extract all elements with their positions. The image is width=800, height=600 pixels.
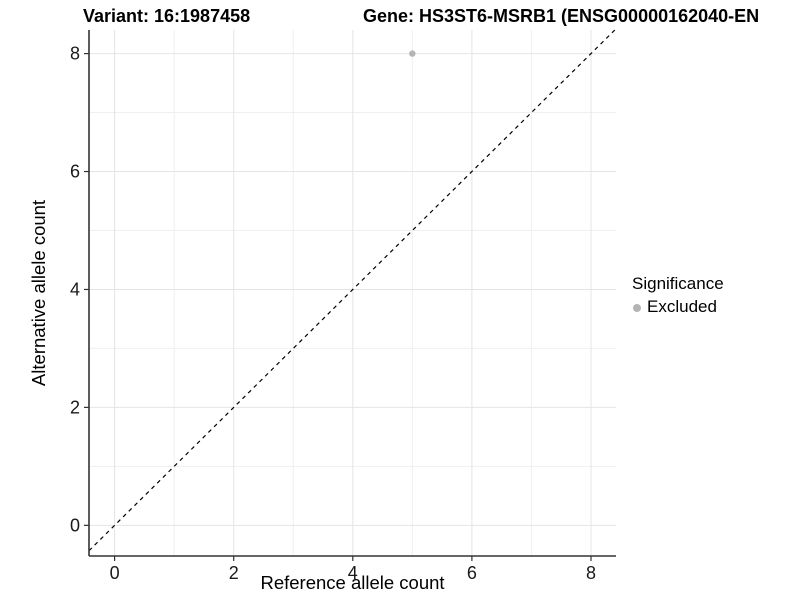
x-tick-label: 2 bbox=[229, 563, 239, 583]
y-tick-label: 4 bbox=[70, 279, 80, 299]
identity-dashed-line bbox=[88, 29, 616, 552]
y-tick-label: 2 bbox=[70, 397, 80, 417]
plot-title-gene: Gene: HS3ST6-MSRB1 (ENSG00000162040-EN bbox=[363, 6, 760, 26]
x-axis-title: Reference allele count bbox=[260, 572, 444, 593]
legend-title: Significance bbox=[632, 274, 724, 293]
legend: Significance Excluded bbox=[631, 274, 724, 317]
legend-item-label: Excluded bbox=[647, 297, 717, 316]
data-point bbox=[409, 50, 416, 57]
x-tick-label: 0 bbox=[110, 563, 120, 583]
x-tick-label: 6 bbox=[467, 563, 477, 583]
y-axis-title: Alternative allele count bbox=[28, 200, 49, 386]
x-tick-label: 8 bbox=[586, 563, 596, 583]
plot-title-variant: Variant: 16:1987458 bbox=[83, 6, 251, 26]
x-tick-label: 4 bbox=[348, 563, 358, 583]
legend-key-dot-icon bbox=[633, 303, 641, 312]
legend-item-excluded: Excluded bbox=[631, 297, 724, 317]
y-tick-label: 0 bbox=[70, 515, 80, 535]
y-tick-label: 6 bbox=[70, 162, 80, 182]
y-tick-label: 8 bbox=[70, 44, 80, 64]
